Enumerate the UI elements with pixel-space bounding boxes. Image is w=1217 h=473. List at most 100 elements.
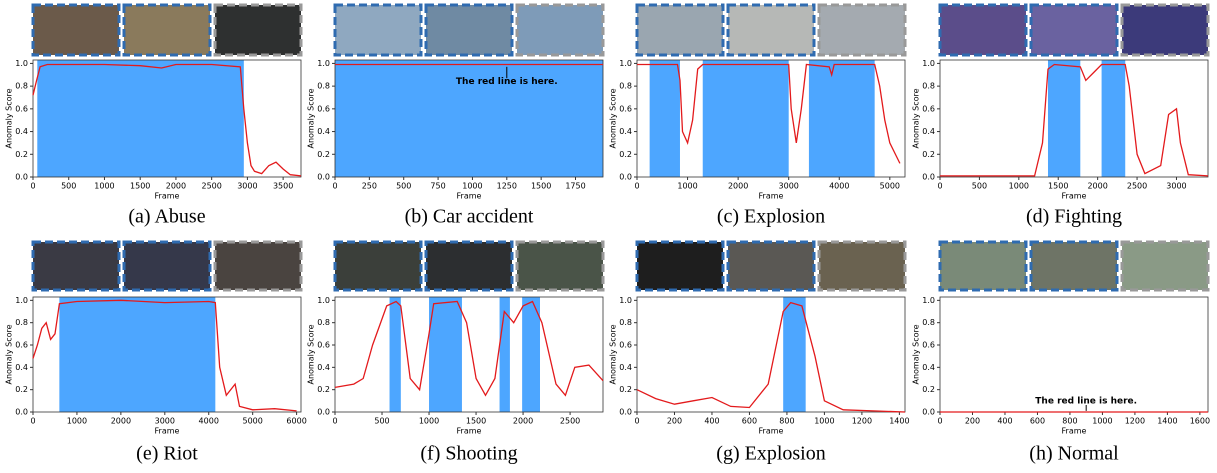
x-tick-label: 0 xyxy=(332,417,337,426)
y-tick-label: 0.2 xyxy=(317,385,330,394)
x-tick-label: 1000 xyxy=(1092,417,1112,426)
y-tick-label: 0.0 xyxy=(317,408,330,417)
x-tick-label: 1250 xyxy=(497,182,517,191)
x-tick-label: 2500 xyxy=(560,417,580,426)
thumbnail xyxy=(728,242,814,290)
y-tick-label: 1.0 xyxy=(922,59,935,68)
thumbnail xyxy=(426,5,512,55)
x-tick-label: 1200 xyxy=(1125,417,1145,426)
y-tick-label: 0.8 xyxy=(15,318,28,327)
x-tick-label: 250 xyxy=(362,182,377,191)
shaded-region xyxy=(703,60,789,177)
x-tick-label: 1000 xyxy=(419,417,439,426)
x-tick-label: 3000 xyxy=(237,182,257,191)
thumbnail xyxy=(1122,242,1208,290)
y-tick-label: 0.2 xyxy=(922,385,935,394)
x-tick-label: 0 xyxy=(30,182,35,191)
thumbnail xyxy=(1031,242,1117,290)
shaded-region xyxy=(500,297,510,412)
x-tick-label: 1000 xyxy=(94,182,114,191)
x-tick-label: 1500 xyxy=(130,182,150,191)
y-tick-label: 0.4 xyxy=(922,363,935,372)
x-tick-label: 1000 xyxy=(814,417,834,426)
caption: (b) Car accident xyxy=(405,206,534,228)
y-tick-label: 0.0 xyxy=(922,173,935,182)
x-tick-label: 750 xyxy=(430,182,445,191)
x-tick-label: 0 xyxy=(937,417,942,426)
y-tick-label: 0.6 xyxy=(15,341,28,350)
thumbnail xyxy=(819,5,905,55)
thumbnail xyxy=(426,242,512,290)
y-tick-label: 0.4 xyxy=(922,127,935,136)
y-tick-label: 0.0 xyxy=(317,173,330,182)
y-tick-label: 0.8 xyxy=(619,318,632,327)
x-tick-label: 0 xyxy=(634,417,639,426)
y-tick-label: 0.6 xyxy=(922,341,935,350)
y-tick-label: 0.8 xyxy=(619,82,632,91)
figure: 0.00.20.40.60.81.00500100015002000250030… xyxy=(0,0,1217,473)
thumbnail xyxy=(215,5,301,55)
y-tick-label: 0.4 xyxy=(15,363,28,372)
y-tick-label: 0.8 xyxy=(922,82,935,91)
caption: (d) Fighting xyxy=(1026,206,1122,228)
y-tick-label: 0.2 xyxy=(922,150,935,159)
caption: (c) Explosion xyxy=(717,206,825,228)
shaded-region xyxy=(390,297,401,412)
x-axis-label: Frame xyxy=(759,192,784,201)
y-tick-label: 0.0 xyxy=(922,408,935,417)
y-axis-label: Anomaly Score xyxy=(307,88,316,148)
y-tick-label: 0.0 xyxy=(619,173,632,182)
x-tick-label: 1750 xyxy=(565,182,585,191)
x-tick-label: 5000 xyxy=(242,417,262,426)
y-tick-label: 0.4 xyxy=(619,127,632,136)
x-tick-label: 2500 xyxy=(201,182,221,191)
x-tick-label: 3000 xyxy=(1166,182,1186,191)
x-tick-label: 500 xyxy=(396,182,411,191)
y-axis-label: Anomaly Score xyxy=(5,88,14,148)
shaded-region xyxy=(783,297,805,412)
x-tick-label: 2000 xyxy=(111,417,131,426)
y-tick-label: 1.0 xyxy=(619,59,632,68)
thumbnail xyxy=(940,242,1026,290)
caption: (a) Abuse xyxy=(128,206,205,228)
x-tick-label: 0 xyxy=(332,182,337,191)
x-tick-label: 200 xyxy=(667,417,682,426)
y-tick-label: 0.0 xyxy=(15,173,28,182)
x-axis-label: Frame xyxy=(1062,427,1087,436)
shaded-region xyxy=(1102,60,1126,177)
y-tick-label: 0.4 xyxy=(317,363,330,372)
y-tick-label: 1.0 xyxy=(922,296,935,305)
y-tick-label: 0.0 xyxy=(15,408,28,417)
y-axis-label: Anomaly Score xyxy=(609,324,618,384)
x-tick-label: 1500 xyxy=(466,417,486,426)
annotation: The red line is here. xyxy=(1035,396,1137,406)
x-axis-label: Frame xyxy=(1062,192,1087,201)
shaded-region xyxy=(429,297,462,412)
x-tick-label: 800 xyxy=(1062,417,1077,426)
y-tick-label: 0.4 xyxy=(317,127,330,136)
y-tick-label: 0.8 xyxy=(317,318,330,327)
thumbnail xyxy=(124,5,210,55)
y-tick-label: 0.2 xyxy=(15,385,28,394)
y-tick-label: 0.6 xyxy=(619,104,632,113)
x-tick-label: 4000 xyxy=(199,417,219,426)
y-tick-label: 0.6 xyxy=(317,341,330,350)
x-tick-label: 1400 xyxy=(1157,417,1177,426)
thumbnail xyxy=(124,242,210,290)
shaded-region xyxy=(522,297,540,412)
thumbnail xyxy=(637,5,723,55)
y-axis-label: Anomaly Score xyxy=(307,324,316,384)
y-tick-label: 0.2 xyxy=(317,150,330,159)
x-tick-label: 1000 xyxy=(677,182,697,191)
x-tick-label: 0 xyxy=(30,417,35,426)
x-tick-label: 2000 xyxy=(513,417,533,426)
shaded-region xyxy=(650,60,680,177)
plot-frame xyxy=(637,297,905,412)
thumbnail xyxy=(728,5,814,55)
y-tick-label: 0.4 xyxy=(619,363,632,372)
shaded-region xyxy=(59,297,215,412)
x-tick-label: 1200 xyxy=(852,417,872,426)
y-axis-label: Anomaly Score xyxy=(609,88,618,148)
x-axis-label: Frame xyxy=(155,192,180,201)
annotation: The red line is here. xyxy=(456,77,558,87)
